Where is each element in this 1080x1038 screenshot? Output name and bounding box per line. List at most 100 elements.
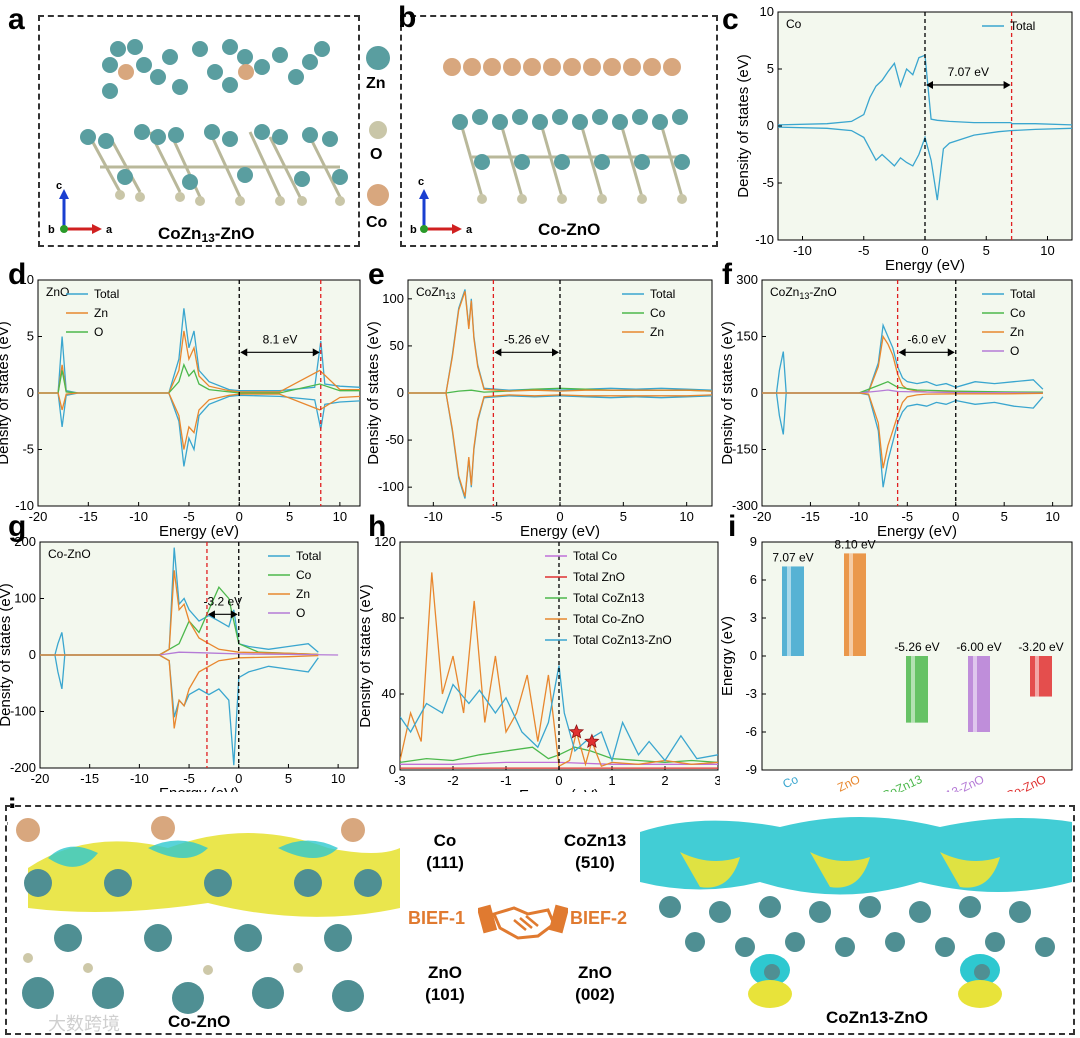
- bar-zno: [844, 553, 866, 656]
- bar-co-zno: [1030, 656, 1052, 697]
- x-tick-label: -10: [130, 771, 149, 786]
- x-tick-label: -5: [491, 509, 503, 524]
- x-tick-label: 0: [556, 509, 563, 524]
- y-tick-label: -5: [762, 175, 774, 190]
- chart-f: -20 -15 -10 -5 0 5 10 -300 -150 0 150 300 Energy (eV…: [719, 272, 1073, 540]
- panel-a-frame: [38, 15, 360, 247]
- y-tick-label: 5: [27, 329, 34, 344]
- legend-label: O: [94, 325, 103, 339]
- legend-o: O: [370, 146, 383, 163]
- panel-d-label: d: [8, 258, 27, 291]
- y-tick-label: -3: [745, 686, 757, 701]
- series-line-zn: [408, 291, 712, 394]
- x-tick-label: -15: [80, 771, 99, 786]
- y-tick-label: 3: [750, 610, 757, 625]
- chart-title: Co-ZnO: [48, 547, 91, 561]
- panel-j-right-caption: CoZn13-ZnO: [826, 1008, 928, 1027]
- legend-label: Total: [296, 549, 321, 563]
- series-line-o: [762, 389, 1043, 394]
- annotation-label: -3.2 eV: [203, 594, 242, 608]
- y-tick-label: 10: [20, 272, 34, 287]
- atom-legend: [366, 46, 390, 206]
- x-category-label: ZnO: [835, 772, 862, 792]
- x-tick-label: 5: [983, 243, 990, 258]
- j-co-index: (111): [426, 853, 464, 872]
- y-tick-label: -10: [15, 498, 34, 513]
- star-marker-icon: [584, 733, 600, 749]
- x-tick-label: -5: [183, 509, 195, 524]
- series-neg-line-total: [38, 392, 360, 467]
- legend-label: Co: [296, 568, 312, 582]
- x-tick-label: 5: [1001, 509, 1008, 524]
- j-co-facet: Co (111): [400, 830, 490, 874]
- legend-label: Zn: [94, 306, 108, 320]
- x-tick-label: 0: [921, 243, 928, 258]
- panel-a-caption: CoZn13-ZnO: [158, 224, 254, 245]
- panel-e-label: e: [368, 258, 385, 291]
- annotation-label: 7.07 eV: [948, 65, 989, 79]
- y-axis-label: Density of states (eV): [365, 321, 382, 464]
- y-axis-label: Density of states (eV): [0, 321, 12, 464]
- x-axis-label: Energy (eV): [159, 785, 239, 792]
- panel-b-caption: Co-ZnO: [538, 220, 600, 239]
- axis-b-c-label: c: [418, 176, 424, 188]
- arrow-head-left: [207, 610, 215, 619]
- axis-a-label: a: [106, 224, 113, 236]
- handshake-icon: [478, 904, 568, 940]
- legend-label: Total: [650, 287, 675, 301]
- y-axis-label: Density of states (eV): [719, 321, 736, 464]
- y-tick-label: -200: [10, 760, 36, 775]
- arrow-head-left: [926, 80, 933, 89]
- x-tick-label: -10: [849, 509, 868, 524]
- bar-value-label: 8.10 eV: [834, 537, 875, 551]
- j-zno-right-index: (002): [575, 985, 615, 1004]
- x-tick-label: 5: [620, 509, 627, 524]
- j-cozn13-facet: CoZn13 (510): [550, 830, 640, 874]
- series-group: [778, 54, 1072, 201]
- panel-g-label: g: [8, 510, 27, 543]
- bar-value-label: -3.20 eV: [1018, 640, 1063, 654]
- star-marker-icon: [568, 723, 585, 739]
- bar-cozn13-zno: [968, 656, 990, 732]
- y-tick-label: 9: [750, 534, 757, 549]
- y-tick-label: -100: [10, 704, 36, 719]
- y-tick-label: -10: [755, 232, 774, 247]
- x-tick-label: 0: [235, 771, 242, 786]
- series-line-total: [762, 322, 1044, 394]
- y-tick-label: -5: [22, 442, 34, 457]
- y-tick-label: 0: [751, 385, 758, 400]
- y-tick-label: -50: [385, 432, 404, 447]
- x-tick-label: 10: [1045, 509, 1059, 524]
- panel-a-structure: c b a CoZn13-ZnO: [48, 39, 348, 245]
- chart-g: -20 -15 -10 -5 0 5 10 -200 -100 0 100 200 Energy (eV…: [0, 534, 359, 792]
- x-tick-label: -1: [500, 773, 512, 788]
- x-tick-label: -20: [29, 509, 48, 524]
- x-tick-label: 0: [236, 509, 243, 524]
- x-category-label: Co: [780, 772, 800, 791]
- cozn13-cluster-atoms: [102, 39, 330, 99]
- panel-h-label: h: [368, 510, 387, 543]
- arrow-head-left: [240, 348, 248, 357]
- chart-title: ZnO: [46, 285, 69, 299]
- panel-f-label: f: [722, 258, 732, 291]
- y-tick-label: 0: [397, 385, 404, 400]
- j-cozn13-name: CoZn13: [563, 831, 627, 850]
- chart-c: -10 -5 0 5 10 -10 -5 0 5 10 Energy (eV) Density of …: [735, 4, 1073, 274]
- j-zno-right-name: ZnO: [578, 963, 612, 982]
- y-tick-label: 200: [14, 534, 36, 549]
- x-tick-label: -5: [902, 509, 914, 524]
- arrow-head-left: [494, 348, 502, 357]
- chart-d: -20 -15 -10 -5 0 5 10 -10 -5 0 5 10 Energy (eV) Densi…: [0, 272, 361, 540]
- y-tick-label: 40: [382, 686, 396, 701]
- series-line-zn: [40, 570, 319, 656]
- cozn13-zno-charge-density-image: [640, 812, 1072, 1010]
- y-axis-label: Density of states (eV): [735, 54, 752, 197]
- chart-title: CoZn13: [416, 285, 455, 301]
- bar-value-label: 7.07 eV: [772, 550, 813, 564]
- chart-title: CoZn13-ZnO: [770, 285, 837, 301]
- y-axis-label: Density of states (eV): [360, 584, 374, 727]
- legend-label: Total CoZn13: [573, 591, 645, 605]
- bar-highlight: [849, 553, 853, 656]
- x-tick-label: 3: [714, 773, 720, 788]
- x-category-label: Co-ZnO: [1004, 772, 1049, 792]
